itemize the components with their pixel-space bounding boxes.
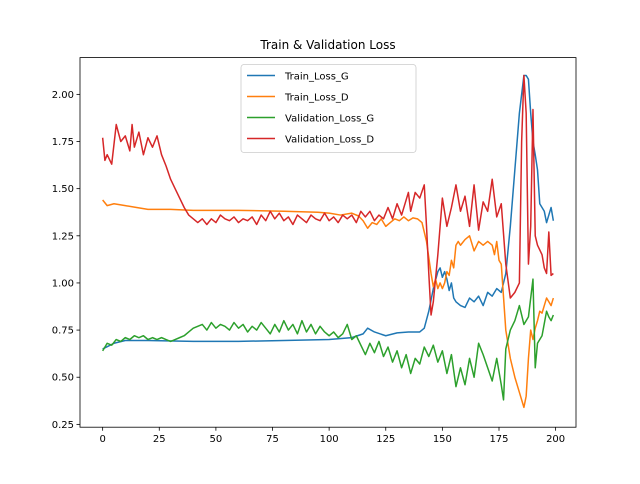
y-tick-label: 2.00	[52, 90, 74, 101]
x-tick-label: 0	[99, 434, 105, 445]
axes-layer: 0 25 50 75 100 125 150 175 200 0.25 0.50 0.75 1.00 1.…	[52, 57, 577, 445]
x-tick-label: 200	[546, 434, 565, 445]
legend-label: Train_Loss_D	[284, 93, 349, 104]
y-tick-label: 0.50	[52, 373, 74, 384]
x-tick-label: 50	[210, 434, 223, 445]
series-line-train-loss-d	[102, 199, 555, 409]
x-tick-label: 125	[376, 434, 395, 445]
legend-label: Train_Loss_G	[284, 72, 349, 83]
legend-box	[240, 64, 417, 153]
y-tick-label: 1.75	[52, 137, 74, 148]
series-layer	[101, 74, 555, 409]
axes-frame	[79, 57, 577, 428]
x-tick-label: 150	[433, 434, 452, 445]
x-tick-label: 75	[266, 434, 279, 445]
x-tick-label: 100	[320, 434, 339, 445]
y-tick-label: 1.25	[52, 231, 74, 242]
series-line-validation-loss-g	[102, 278, 555, 401]
legend: Train_Loss_G Train_Loss_D Validation_Loss_…	[240, 64, 417, 153]
legend-label: Validation_Loss_G	[285, 114, 374, 125]
y-tick-label: 0.25	[52, 420, 74, 431]
chart-title: Train & Validation Loss	[259, 38, 395, 52]
x-tick-label: 25	[153, 434, 166, 445]
y-tick-label: 0.75	[52, 326, 74, 337]
series-line-validation-loss-d	[101, 74, 554, 316]
x-tick-label: 175	[489, 434, 508, 445]
y-tick-label: 1.50	[52, 184, 74, 195]
y-tick-label: 1.00	[52, 278, 74, 289]
legend-label: Validation_Loss_D	[285, 135, 374, 146]
